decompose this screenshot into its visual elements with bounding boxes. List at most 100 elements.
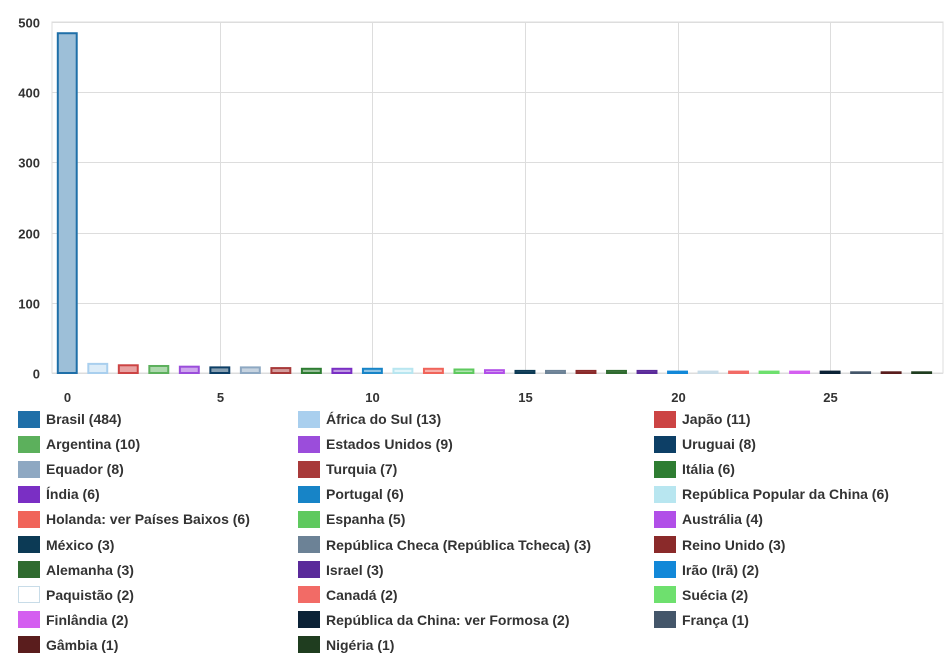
legend-swatch (18, 410, 40, 428)
legend-swatch (654, 460, 676, 478)
legend-swatch (298, 510, 320, 528)
bar[interactable]: República da China: ver Formosa (2) (819, 370, 841, 375)
x-tick-label: 5 (217, 390, 224, 405)
bar[interactable]: Estados Unidos (9) (178, 365, 200, 375)
legend-label: África do Sul (13) (326, 411, 442, 427)
x-tick-label: 20 (671, 390, 685, 405)
legend-label: Holanda: ver Países Baixos (6) (46, 511, 250, 528)
legend-item[interactable]: Austrália (4) (654, 509, 763, 529)
legend-item[interactable]: Portugal (6) (298, 484, 404, 504)
legend-swatch (18, 586, 40, 604)
legend-item[interactable]: Brasil (484) (18, 409, 121, 429)
legend-label: Finlândia (2) (46, 611, 129, 628)
bar[interactable]: Equador (8) (239, 366, 261, 375)
bar[interactable]: Itália (6) (300, 367, 322, 374)
legend-item[interactable]: Turquia (7) (298, 459, 397, 479)
bar[interactable]: África do Sul (13) (87, 362, 109, 374)
bar[interactable]: Holanda: ver Países Baixos (6) (422, 367, 444, 374)
legend-item[interactable]: República Popular da China (6) (654, 484, 889, 504)
bar[interactable]: Brasil (484) (56, 32, 78, 375)
bar[interactable]: México (3) (514, 369, 536, 375)
x-tick-label: 25 (823, 390, 837, 405)
legend-item[interactable]: África do Sul (13) (298, 409, 441, 429)
x-tick-label: 0 (64, 390, 71, 405)
legend-item[interactable]: Japão (11) (654, 409, 750, 429)
bar[interactable]: Israel (3) (636, 369, 658, 375)
y-tick-label: 200 (18, 227, 40, 242)
legend-item[interactable]: Gâmbia (1) (18, 635, 118, 655)
bar[interactable]: Espanha (5) (453, 368, 475, 374)
legend-item[interactable]: Holanda: ver Países Baixos (6) (18, 509, 250, 529)
legend-label: Argentina (10) (46, 436, 141, 453)
bar[interactable]: França (1) (850, 371, 872, 375)
legend-swatch (654, 410, 676, 428)
grid-lines (51, 21, 944, 374)
bar[interactable]: Gâmbia (1) (880, 371, 902, 375)
legend-item[interactable]: Uruguai (8) (654, 434, 756, 454)
legend-label: Irão (Irã) (2) (682, 561, 760, 578)
legend-item[interactable]: Paquistão (2) (18, 585, 134, 605)
legend-item[interactable]: Finlândia (2) (18, 610, 128, 630)
bar[interactable]: Canadá (2) (728, 370, 750, 375)
legend-swatch (298, 435, 320, 453)
legend-swatch (654, 510, 676, 528)
legend-label: Reino Unido (3) (682, 536, 786, 553)
bar[interactable]: Finlândia (2) (789, 370, 811, 375)
bar[interactable]: Nigéria (1) (911, 371, 933, 375)
bar[interactable]: Japão (11) (117, 364, 139, 375)
tick-labels: 0 100 200 300 400 500 0 5 10 15 20 25 (18, 16, 837, 406)
legend-item[interactable]: Estados Unidos (9) (298, 434, 453, 454)
bar[interactable]: Índia (6) (331, 367, 353, 374)
bar[interactable]: República Checa (República Tcheca) (3) (545, 369, 566, 375)
legend-label: Índia (6) (46, 486, 100, 503)
bar[interactable]: República Popular da China (6) (392, 367, 414, 374)
legend-swatch (298, 410, 320, 428)
x-tick-label: 15 (518, 390, 532, 405)
legend-item[interactable]: Israel (3) (298, 560, 384, 580)
legend-label: Espanha (5) (326, 511, 406, 528)
bar[interactable]: Paquistão (2) (697, 370, 719, 375)
bar[interactable]: Portugal (6) (361, 367, 383, 374)
legend-label: República Checa (República Tcheca) (3) (326, 536, 592, 553)
legend-label: Itália (6) (682, 461, 735, 478)
legend-swatch (18, 536, 40, 553)
legend-item[interactable]: Reino Unido (3) (654, 535, 785, 555)
legend-swatch (298, 536, 320, 553)
bar[interactable]: Alemanha (3) (606, 369, 627, 375)
bar[interactable]: Irão (Irã) (2) (667, 370, 688, 375)
legend-label: México (3) (46, 536, 115, 553)
legend-swatch (18, 510, 40, 528)
legend-item[interactable]: Canadá (2) (298, 585, 398, 605)
legend-item[interactable]: Argentina (10) (18, 434, 140, 454)
bar[interactable]: Turquia (7) (270, 367, 292, 374)
legend-item[interactable]: Equador (8) (18, 459, 124, 479)
y-tick-label: 400 (18, 86, 40, 101)
legend-label: Canadá (2) (326, 586, 398, 603)
bar[interactable]: Argentina (10) (148, 364, 170, 375)
legend-swatch (18, 435, 40, 453)
legend-item[interactable]: Itália (6) (654, 459, 735, 479)
legend-swatch (298, 460, 320, 478)
legend-item[interactable]: República Checa (República Tcheca) (3) (298, 535, 591, 555)
legend-swatch (298, 611, 320, 629)
legend-swatch (654, 561, 676, 579)
legend-swatch (18, 460, 40, 478)
legend-item[interactable]: México (3) (18, 535, 114, 555)
legend-item[interactable]: França (1) (654, 610, 749, 630)
legend-swatch (654, 485, 676, 503)
legend-label: Austrália (4) (682, 511, 763, 528)
bar[interactable]: Suécia (2) (758, 370, 780, 375)
bar[interactable]: Uruguai (8) (209, 366, 231, 375)
legend-item[interactable]: Irão (Irã) (2) (654, 560, 759, 580)
legend-label: Equador (8) (46, 461, 124, 478)
bar[interactable]: Reino Unido (3) (575, 369, 597, 375)
legend-item[interactable]: Alemanha (3) (18, 560, 134, 580)
legend-swatch (18, 611, 40, 629)
bar[interactable]: Austrália (4) (483, 369, 505, 374)
legend-item[interactable]: Espanha (5) (298, 509, 405, 529)
legend-item[interactable]: Suécia (2) (654, 585, 748, 605)
legend-item[interactable]: República da China: ver Formosa (2) (298, 610, 570, 630)
legend-item[interactable]: Índia (6) (18, 484, 100, 504)
legend-swatch (18, 561, 40, 579)
legend-item[interactable]: Nigéria (1) (298, 635, 394, 655)
